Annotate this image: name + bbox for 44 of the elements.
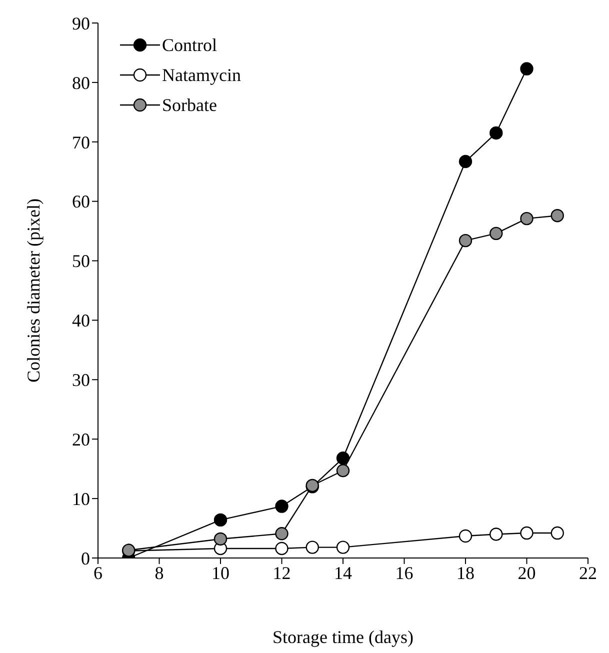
point xyxy=(490,126,503,140)
x-tick-label: 6 xyxy=(94,562,102,583)
y-tick-label: 40 xyxy=(72,310,90,331)
y-tick-label: 80 xyxy=(72,72,90,93)
point xyxy=(336,540,350,554)
y-axis-title: Colonies diameter (pixel) xyxy=(23,198,44,382)
point xyxy=(458,234,472,248)
x-tick-label: 18 xyxy=(456,562,474,583)
point xyxy=(275,527,288,540)
point xyxy=(275,500,288,513)
point xyxy=(550,526,564,540)
point xyxy=(275,542,288,556)
y-tick-label: 10 xyxy=(72,488,90,509)
y-tick-label: 0 xyxy=(81,548,90,568)
point xyxy=(214,513,228,527)
x-tick-label: 8 xyxy=(154,562,164,583)
point xyxy=(336,464,350,478)
x-tick-label: 12 xyxy=(272,562,291,583)
point xyxy=(520,212,534,226)
y-tick-label: 70 xyxy=(72,132,90,152)
point xyxy=(458,529,472,543)
y-tick-label: 50 xyxy=(72,251,90,272)
y-tick-label: 30 xyxy=(72,370,90,390)
point xyxy=(520,526,534,540)
y-tick-label: 90 xyxy=(72,13,90,34)
point xyxy=(550,209,564,222)
point xyxy=(214,532,228,546)
x-tick-label: 16 xyxy=(395,562,414,583)
y-tick-label: 20 xyxy=(72,430,90,450)
x-tick-label: 20 xyxy=(518,562,536,583)
x-tick-label: 22 xyxy=(579,562,597,583)
x-axis-title: Storage time (days) xyxy=(272,626,414,647)
point xyxy=(520,62,534,76)
legend-label: Natamycin xyxy=(162,64,241,86)
point xyxy=(490,226,503,240)
point xyxy=(336,452,350,465)
point xyxy=(306,540,319,554)
y-tick-label: 60 xyxy=(72,192,90,212)
x-tick-label: 10 xyxy=(212,562,230,583)
x-tick-label: 14 xyxy=(334,562,352,583)
point xyxy=(490,528,503,541)
legend-label: Control xyxy=(162,34,218,56)
point xyxy=(458,154,472,168)
legend-label: Sorbate xyxy=(162,94,217,116)
